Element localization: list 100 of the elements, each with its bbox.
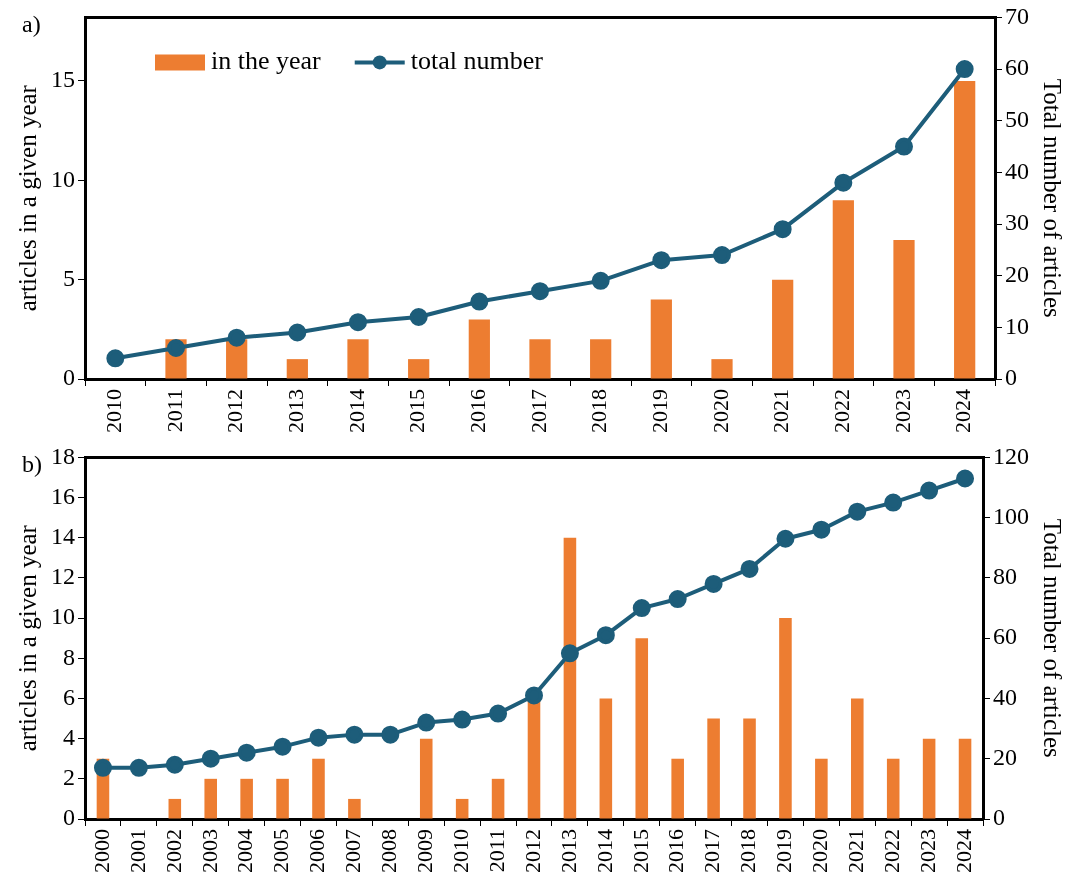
point <box>773 220 792 239</box>
x-tick-label: 2014 <box>591 829 617 873</box>
point <box>834 173 853 192</box>
point <box>165 755 184 774</box>
bar <box>590 339 612 379</box>
x-tick-label: 2019 <box>771 829 797 873</box>
x-tick-label: 2011 <box>161 389 187 433</box>
legend-label: total number <box>410 46 544 76</box>
point <box>417 713 436 732</box>
x-tick-label: 2021 <box>768 389 794 433</box>
x-tick-label: 2012 <box>222 389 248 433</box>
x-tick-label: 2002 <box>160 829 186 873</box>
y2-tick-label: 60 <box>993 623 1017 650</box>
y2-tick-label: 0 <box>1005 364 1017 391</box>
bar <box>707 718 720 819</box>
bar <box>347 339 369 379</box>
bar <box>468 319 490 379</box>
point <box>884 493 903 512</box>
y-tick-label: 2 <box>63 764 75 791</box>
x-tick-label: 2001 <box>124 829 150 873</box>
x-tick-label: 2007 <box>340 829 366 873</box>
y-tick-label: 4 <box>63 723 75 750</box>
point <box>470 292 489 311</box>
y2-tick-label: 50 <box>1005 106 1029 133</box>
bar <box>743 718 756 819</box>
y2-tick-label: 20 <box>1005 260 1029 287</box>
point <box>531 282 549 301</box>
point <box>920 481 939 500</box>
bar <box>204 778 218 819</box>
y-tick-label: 18 <box>51 442 75 469</box>
x-tick-label: 2003 <box>196 829 222 873</box>
y2-axis-title: Total number of articles <box>1039 518 1067 758</box>
bar <box>276 778 289 819</box>
point <box>167 339 185 358</box>
y2-tick-label: 40 <box>1005 157 1029 184</box>
bar <box>529 339 551 379</box>
bar <box>635 638 649 819</box>
point <box>713 246 731 265</box>
x-tick-label: 2013 <box>555 829 581 873</box>
y2-tick-label: 120 <box>993 442 1029 469</box>
point <box>776 529 795 548</box>
y-tick-label: 8 <box>63 643 75 670</box>
x-tick-label: 2015 <box>627 829 653 873</box>
y-tick-label: 10 <box>51 165 75 192</box>
y2-axis-title: Total number of articles <box>1039 78 1067 318</box>
point <box>596 626 615 645</box>
bar <box>886 758 900 819</box>
bar <box>958 738 972 819</box>
y-axis-title: articles in a given year <box>13 524 41 752</box>
x-tick-label: 2011 <box>483 829 509 873</box>
bar <box>779 618 792 819</box>
y-tick-label: 15 <box>51 66 75 93</box>
y2-tick-label: 60 <box>1005 54 1029 81</box>
bar <box>832 200 854 379</box>
bar <box>563 537 577 819</box>
x-tick-label: 2024 <box>950 829 976 873</box>
point <box>453 710 472 729</box>
x-tick-label: 2017 <box>699 829 725 873</box>
point <box>632 599 651 618</box>
point <box>93 758 112 777</box>
y-tick-label: 16 <box>51 482 75 509</box>
x-tick-label: 2014 <box>343 389 369 433</box>
point <box>848 502 867 521</box>
point <box>704 574 723 593</box>
x-tick-label: 2010 <box>101 389 127 433</box>
bar <box>954 80 976 379</box>
y2-tick-label: 100 <box>993 502 1029 529</box>
x-tick-label: 2015 <box>404 389 430 433</box>
legend-label: in the year <box>211 46 322 76</box>
x-tick-label: 2018 <box>735 829 761 873</box>
x-tick-label: 2021 <box>843 829 869 873</box>
x-tick-label: 2023 <box>914 829 940 873</box>
point <box>106 349 125 368</box>
x-tick-label: 2004 <box>232 829 258 873</box>
bar <box>850 698 864 819</box>
point <box>129 758 148 777</box>
bar <box>312 758 325 819</box>
bar <box>491 778 505 819</box>
bar <box>815 758 828 819</box>
x-tick-label: 2016 <box>663 829 689 873</box>
x-tick-label: 2000 <box>88 829 114 873</box>
y2-tick-label: 10 <box>1005 312 1029 339</box>
x-tick-label: 2009 <box>412 829 438 873</box>
bar <box>348 798 361 819</box>
y-tick-label: 5 <box>63 264 75 291</box>
point <box>201 749 220 768</box>
bar <box>650 299 672 379</box>
point <box>349 313 367 332</box>
point <box>288 323 307 342</box>
y-tick-label: 14 <box>51 523 75 550</box>
bar <box>419 738 433 819</box>
point <box>560 644 579 663</box>
y2-tick-label: 30 <box>1005 209 1029 236</box>
y2-tick-label: 70 <box>1005 2 1029 29</box>
x-tick-label: 2010 <box>447 829 473 873</box>
bar <box>240 778 253 819</box>
bar <box>286 359 308 379</box>
point <box>740 559 759 578</box>
x-tick-label: 2022 <box>829 389 855 433</box>
x-tick-label: 2024 <box>950 389 976 433</box>
